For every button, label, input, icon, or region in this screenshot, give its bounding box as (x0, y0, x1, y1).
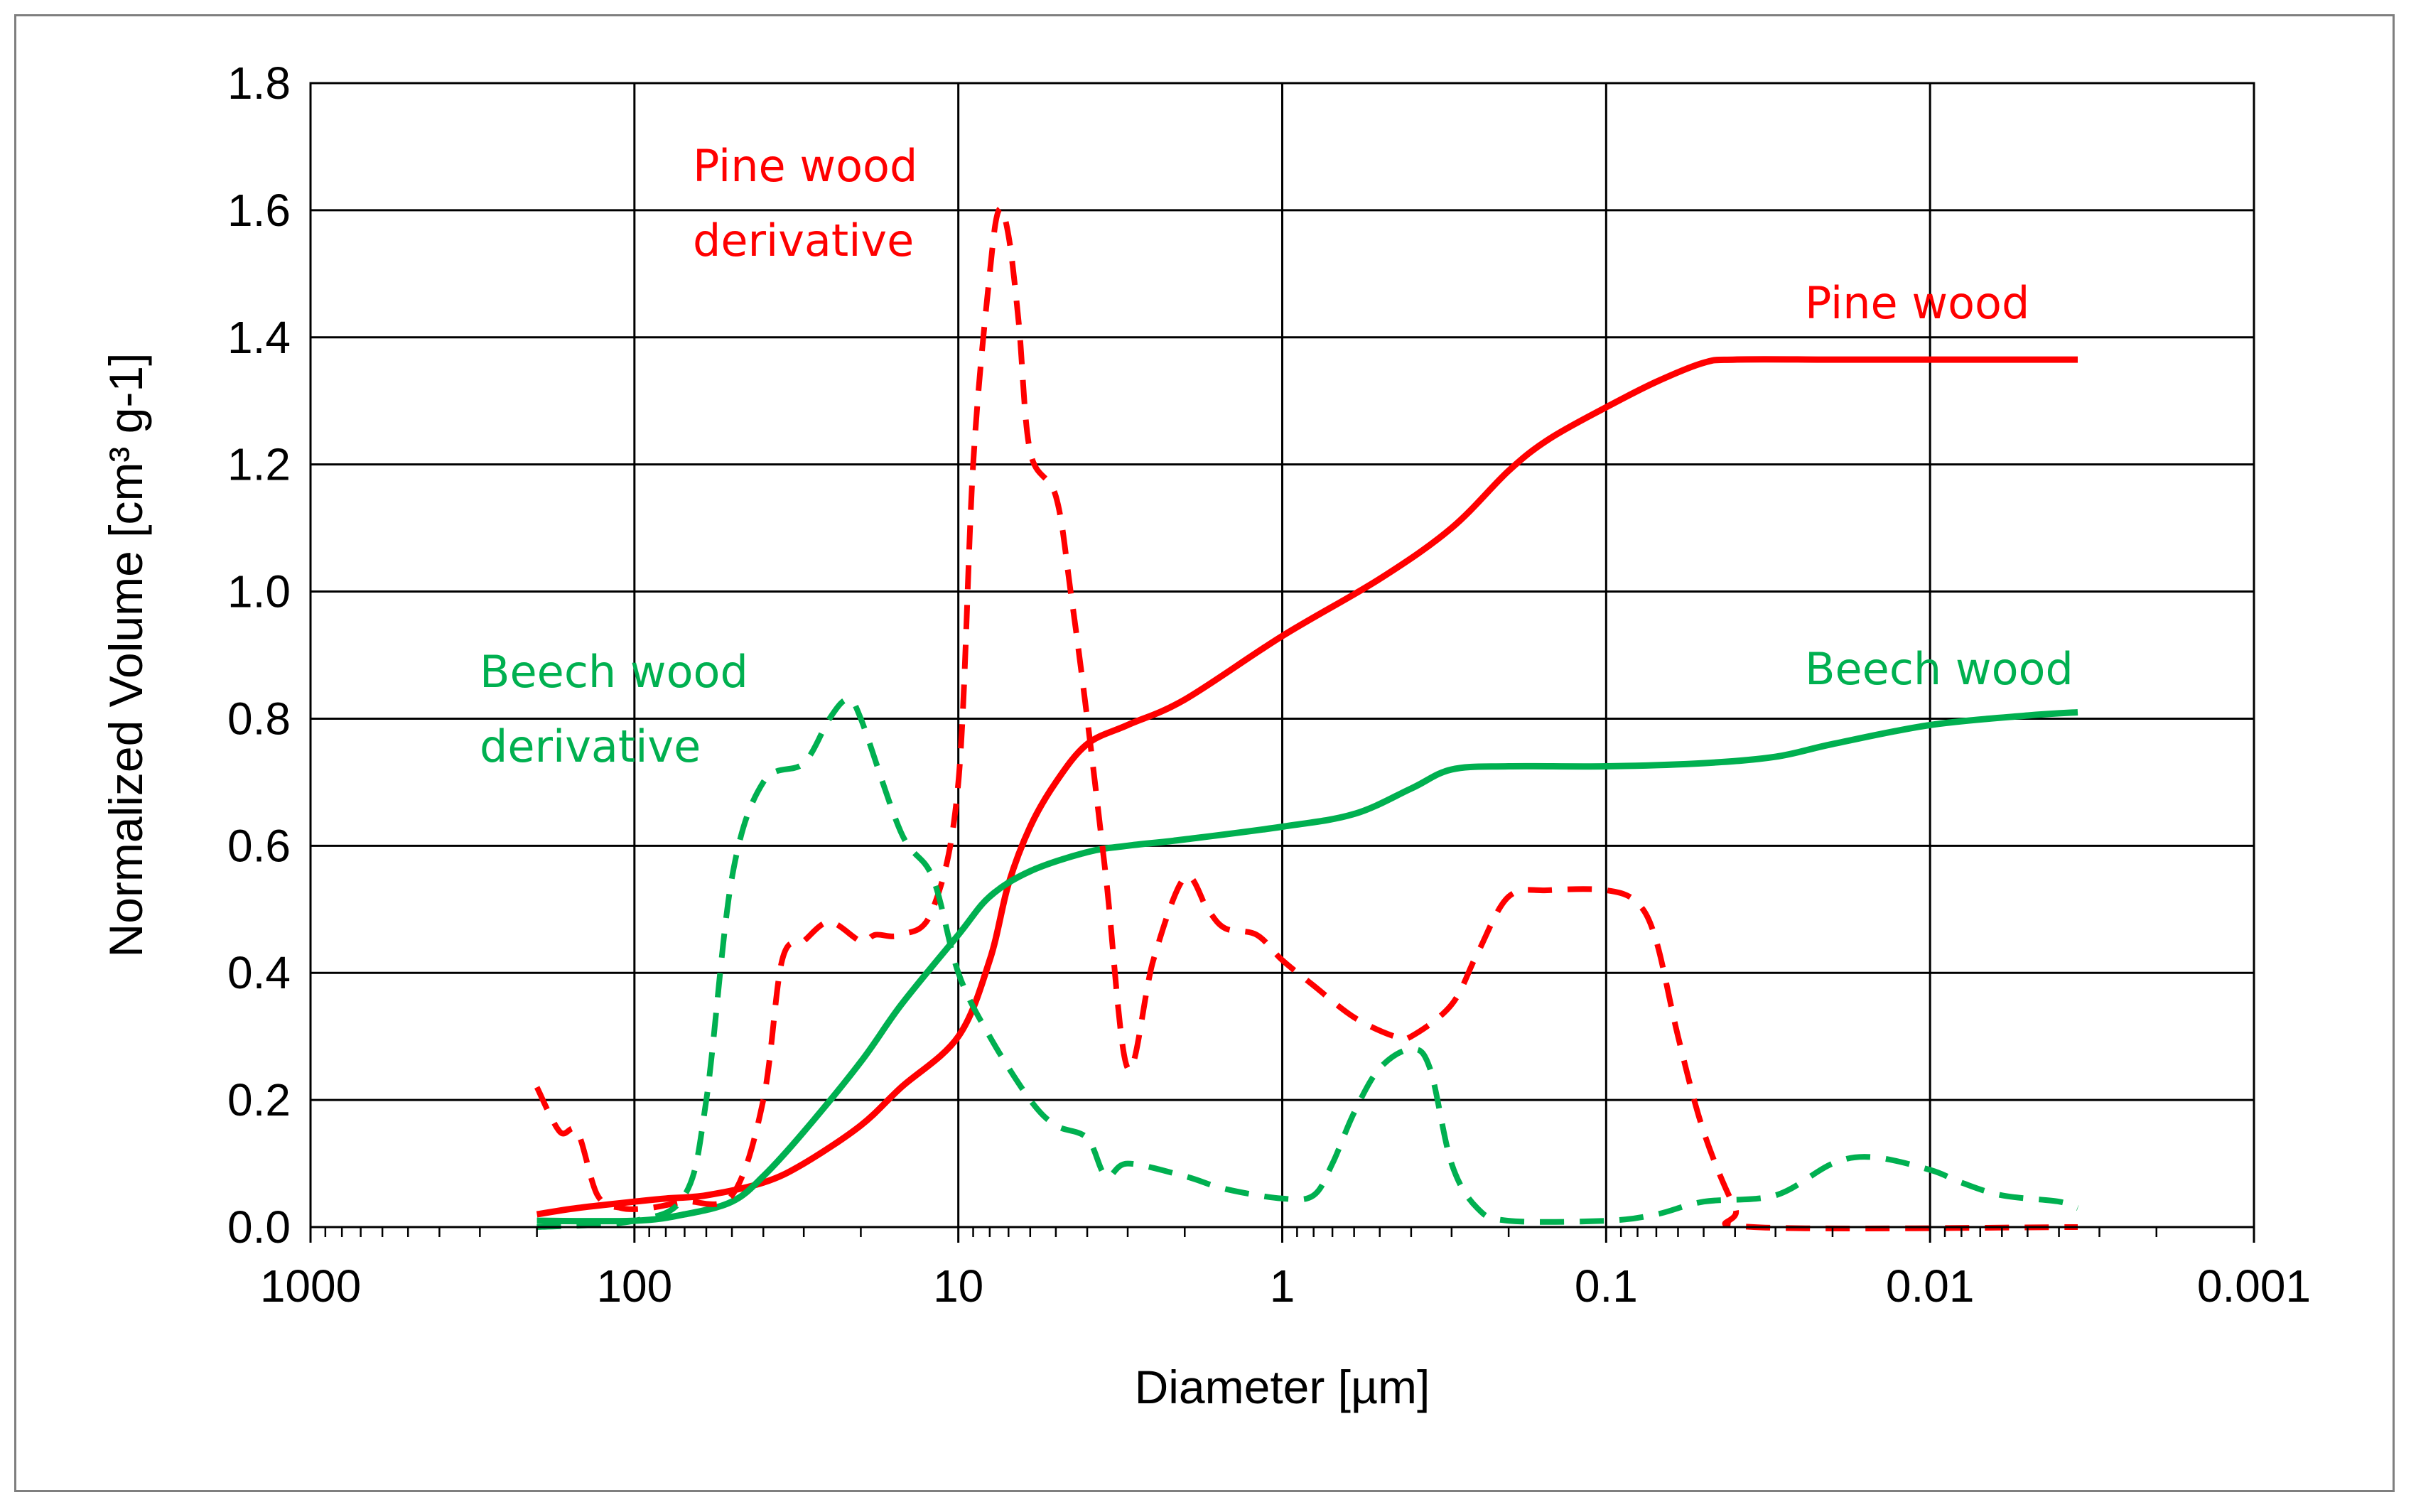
plot-border (309, 82, 2255, 1228)
x-tick-label: 10 (933, 1260, 983, 1312)
y-axis-title: Normalized Volume [cm³ g-1] (99, 353, 152, 958)
series-line-beech-wood (536, 709, 2078, 1225)
series-line-pine-wood (536, 356, 2078, 1218)
x-tick-label: 1 (1270, 1260, 1295, 1312)
x-tick-label: 1000 (260, 1260, 361, 1312)
x-tick-label: 0.1 (1575, 1260, 1638, 1312)
x-axis-title: Diameter [µm] (1135, 1361, 1430, 1413)
beech-wood-derivative-label-line: Beech wood (480, 646, 748, 698)
tick-labels: 0.0 0.2 0.4 0.6 0.8 1.0 1.2 1.4 1.6 1.8 1000 100 10 1… (227, 58, 2311, 1312)
beech-wood-label-line: Beech wood (1805, 643, 2073, 695)
y-tick-label: 0.0 (227, 1202, 291, 1253)
axes (309, 82, 2255, 1243)
series-group (534, 205, 2079, 1231)
y-tick-label: 1.6 (227, 185, 291, 236)
pine-wood-label-line: Pine wood (1805, 277, 2029, 329)
y-tick-label: 0.2 (227, 1074, 291, 1125)
series-line-beech-wood-derivative (536, 696, 2079, 1230)
pine-wood-derivative-label-line: derivative (693, 215, 914, 266)
x-tick-label: 100 (596, 1260, 672, 1312)
series-line-pine-wood-derivative (534, 205, 2078, 1231)
x-tick-label: 0.001 (2197, 1260, 2311, 1312)
y-tick-label: 0.4 (227, 947, 291, 998)
x-tick-label: 0.01 (1886, 1260, 1975, 1312)
y-tick-label: 1.8 (227, 58, 291, 109)
y-tick-label: 0.8 (227, 693, 291, 744)
annotations: Pine wood derivative Pine wood Beech wood de… (480, 140, 2073, 772)
y-tick-label: 1.2 (227, 439, 291, 490)
y-tick-label: 1.4 (227, 312, 291, 363)
pine-wood-derivative-label-line: Pine wood (693, 140, 917, 192)
figure-frame (14, 14, 2395, 1492)
y-tick-label: 1.0 (227, 566, 291, 617)
y-tick-label: 0.6 (227, 820, 291, 871)
beech-wood-derivative-label-line: derivative (480, 720, 701, 772)
